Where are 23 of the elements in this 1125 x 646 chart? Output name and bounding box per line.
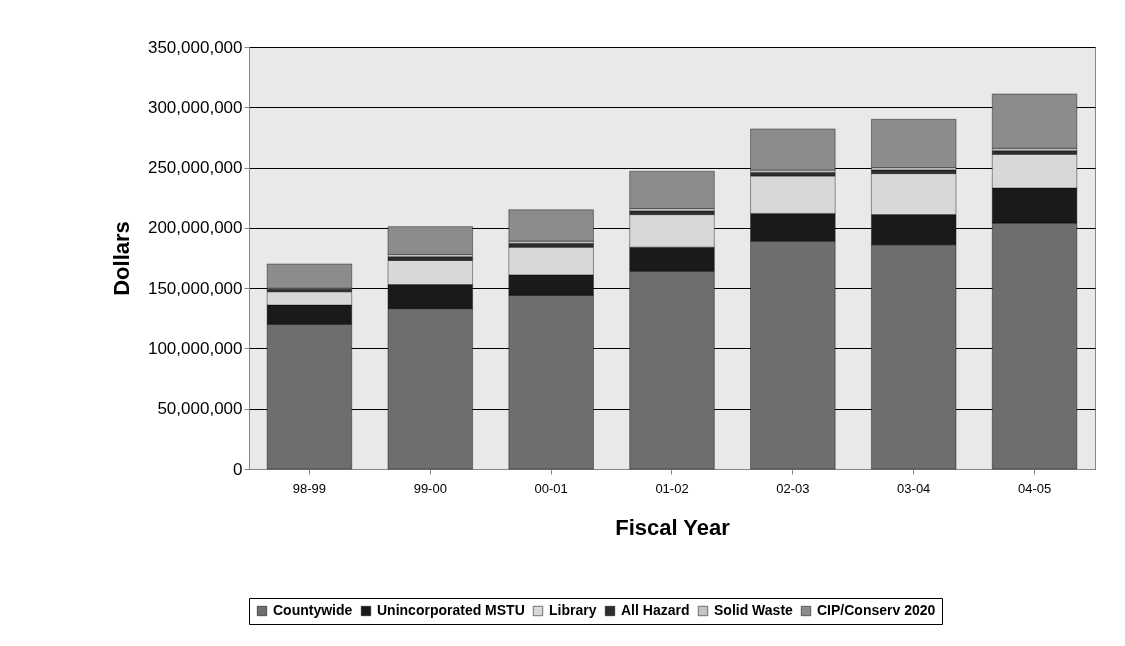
x-axis-title: Fiscal Year: [615, 514, 731, 540]
x-tick-label: 02-03: [776, 480, 810, 496]
y-tick-label: 50,000,000: [157, 399, 243, 419]
x-tick-label: 99-00: [413, 480, 447, 496]
legend-label: CIP/Conserv 2020: [817, 602, 936, 618]
x-tick-label: 03-04: [897, 480, 931, 496]
y-axis-title: Dollars: [108, 221, 134, 296]
y-tick-label: 0: [233, 459, 243, 479]
y-tick-label: 250,000,000: [147, 158, 243, 178]
x-tick-label: 00-01: [534, 480, 568, 496]
legend-label: Library: [549, 602, 597, 618]
legend-label: All Hazard: [621, 602, 690, 618]
y-tick-label: 350,000,000: [147, 37, 243, 57]
legend-label: Unincorporated MSTU: [377, 602, 525, 618]
y-tick-label: 150,000,000: [147, 278, 243, 298]
x-tick-label: 98-99: [292, 480, 327, 496]
legend-label: Solid Waste: [714, 602, 794, 618]
legend-label: Countywide: [273, 602, 353, 618]
y-tick-label: 300,000,000: [147, 97, 243, 117]
x-tick-label: 04-05: [1017, 480, 1052, 496]
y-tick-label: 200,000,000: [147, 218, 243, 238]
y-tick-label: 100,000,000: [147, 338, 243, 358]
x-tick-label: 01-02: [655, 480, 689, 496]
